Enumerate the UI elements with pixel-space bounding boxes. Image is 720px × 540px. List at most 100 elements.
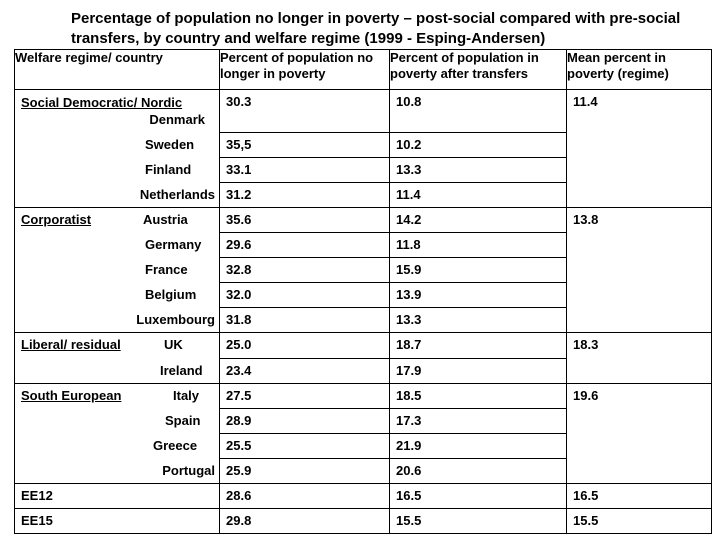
- cell-no-longer: 25.0: [219, 332, 390, 359]
- cell-after-transfers: 13.3: [389, 307, 567, 333]
- cell-no-longer: 32.8: [219, 257, 390, 283]
- cell-mean-empty: [566, 182, 712, 208]
- cell-no-longer: 28.6: [219, 483, 390, 509]
- cell-after-transfers: 15.9: [389, 257, 567, 283]
- poverty-table: Welfare regime/ country Percent of popul…: [14, 49, 712, 534]
- cell-mean-empty: [566, 408, 712, 434]
- row-label-cell: Belgium: [14, 282, 220, 308]
- header-after-transfers: Percent of population in poverty after t…: [389, 49, 567, 90]
- row-label-cell: Netherlands: [14, 182, 220, 208]
- row-label-cell: Greece: [14, 433, 220, 459]
- cell-after-transfers: 18.5: [389, 383, 567, 409]
- cell-mean: 15.5: [566, 508, 712, 534]
- country-label: Austria: [143, 212, 188, 227]
- cell-after-transfers: 18.7: [389, 332, 567, 359]
- header-mean-percent: Mean percent in poverty (regime): [566, 49, 712, 90]
- header-row: Welfare regime/ country Percent of popul…: [14, 49, 712, 90]
- cell-mean-empty: [566, 358, 712, 384]
- country-label: Ireland: [160, 362, 203, 378]
- total-label: EE15: [14, 508, 220, 534]
- cell-mean-empty: [566, 433, 712, 459]
- table-row: Belgium 32.0 13.9: [14, 282, 712, 308]
- cell-no-longer: 28.9: [219, 408, 390, 434]
- cell-mean: 18.3: [566, 332, 712, 359]
- table-row: EE12 28.6 16.5 16.5: [14, 483, 712, 509]
- row-label-cell: Sweden: [14, 132, 220, 158]
- country-label: Finland: [145, 161, 192, 177]
- cell-no-longer: 29.8: [219, 508, 390, 534]
- cell-mean-empty: [566, 157, 712, 183]
- total-label: EE12: [14, 483, 220, 509]
- header-regime-country: Welfare regime/ country: [14, 49, 220, 90]
- cell-mean-empty: [566, 257, 712, 283]
- cell-no-longer: 35,5: [219, 132, 390, 158]
- row-label-cell: France: [14, 257, 220, 283]
- table-row: Spain 28.9 17.3: [14, 408, 712, 434]
- table-row: Luxembourg 31.8 13.3: [14, 307, 712, 333]
- cell-no-longer: 35.6: [219, 207, 390, 233]
- cell-after-transfers: 20.6: [389, 458, 567, 484]
- cell-mean-empty: [566, 307, 712, 333]
- row-label-cell: South European Italy: [14, 383, 220, 409]
- row-label-cell: Social Democratic/ Nordic Denmark: [14, 89, 220, 133]
- cell-no-longer: 27.5: [219, 383, 390, 409]
- row-label-cell: Spain: [14, 408, 220, 434]
- row-label-cell: Germany: [14, 232, 220, 258]
- regime-label: Corporatist: [21, 212, 92, 227]
- cell-mean-empty: [566, 232, 712, 258]
- cell-after-transfers: 11.4: [389, 182, 567, 208]
- cell-after-transfers: 11.8: [389, 232, 567, 258]
- row-label-cell: Finland: [14, 157, 220, 183]
- cell-mean: 13.8: [566, 207, 712, 233]
- country-label: Luxembourg: [136, 311, 215, 327]
- table-row: Liberal/ residual UK 25.0 18.7 18.3: [14, 332, 712, 359]
- country-label: Italy: [173, 388, 200, 403]
- cell-after-transfers: 14.2: [389, 207, 567, 233]
- regime-label: Social Democratic/ Nordic: [21, 95, 183, 110]
- country-label: Germany: [145, 236, 202, 252]
- table-row: France 32.8 15.9: [14, 257, 712, 283]
- country-label: Belgium: [145, 286, 197, 302]
- cell-mean-empty: [566, 132, 712, 158]
- table-row: Corporatist Austria 35.6 14.2 13.8: [14, 207, 712, 233]
- row-label-cell: Luxembourg: [14, 307, 220, 333]
- cell-mean: 11.4: [566, 89, 712, 133]
- country-label: Sweden: [145, 136, 195, 152]
- cell-after-transfers: 16.5: [389, 483, 567, 509]
- country-label: Portugal: [162, 462, 215, 478]
- table-row: South European Italy 27.5 18.5 19.6: [14, 383, 712, 409]
- cell-after-transfers: 10.8: [389, 89, 567, 133]
- cell-after-transfers: 13.9: [389, 282, 567, 308]
- cell-mean-empty: [566, 282, 712, 308]
- cell-after-transfers: 21.9: [389, 433, 567, 459]
- cell-mean-empty: [566, 458, 712, 484]
- table-row: Social Democratic/ Nordic Denmark 30.3 1…: [14, 89, 712, 133]
- table-row: Ireland 23.4 17.9: [14, 358, 712, 384]
- header-no-longer-in-poverty: Percent of population no longer in pover…: [219, 49, 390, 90]
- table-row: Portugal 25.9 20.6: [14, 458, 712, 484]
- cell-mean: 16.5: [566, 483, 712, 509]
- cell-no-longer: 31.8: [219, 307, 390, 333]
- cell-after-transfers: 13.3: [389, 157, 567, 183]
- row-label-cell: Portugal: [14, 458, 220, 484]
- cell-after-transfers: 17.9: [389, 358, 567, 384]
- cell-after-transfers: 17.3: [389, 408, 567, 434]
- table-row: EE15 29.8 15.5 15.5: [14, 508, 712, 534]
- country-label: Netherlands: [139, 186, 215, 202]
- table-row: Netherlands 31.2 11.4: [14, 182, 712, 208]
- cell-after-transfers: 15.5: [389, 508, 567, 534]
- table-row: Sweden 35,5 10.2: [14, 132, 712, 158]
- cell-no-longer: 25.9: [219, 458, 390, 484]
- cell-after-transfers: 10.2: [389, 132, 567, 158]
- cell-no-longer: 31.2: [219, 182, 390, 208]
- table-row: Greece 25.5 21.9: [14, 433, 712, 459]
- cell-no-longer: 30.3: [219, 89, 390, 133]
- country-label: UK: [164, 337, 183, 352]
- regime-label: Liberal/ residual: [21, 337, 121, 352]
- country-label: Denmark: [149, 112, 205, 127]
- cell-no-longer: 25.5: [219, 433, 390, 459]
- cell-no-longer: 29.6: [219, 232, 390, 258]
- cell-mean: 19.6: [566, 383, 712, 409]
- page-title: Percentage of population no longer in po…: [71, 10, 681, 47]
- row-label-cell: Ireland: [14, 358, 220, 384]
